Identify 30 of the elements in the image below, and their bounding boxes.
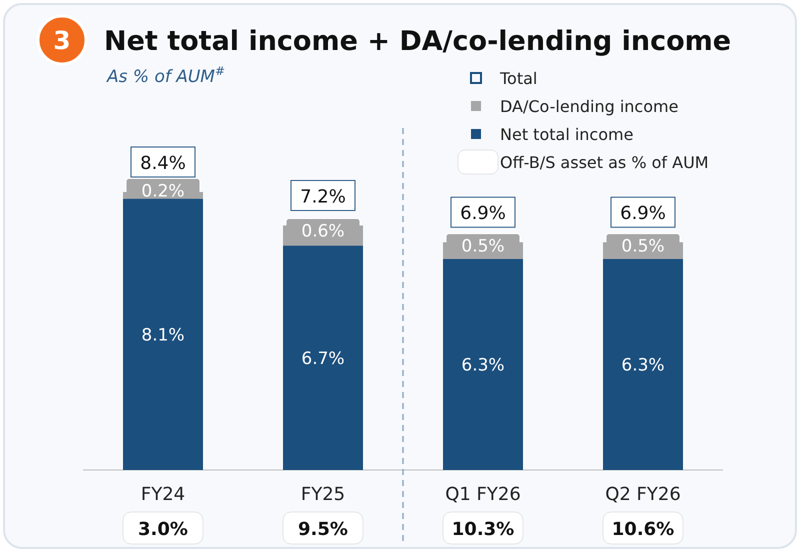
x-tick-label: FY24 [140, 484, 186, 505]
data-label: 0.5% [461, 236, 505, 257]
bar [443, 258, 523, 470]
x-tick-label: Q2 FY26 [605, 484, 681, 505]
chart-title: Net total income + DA/co-lending income [104, 26, 732, 57]
total-label: 6.9% [620, 203, 666, 224]
total-label: 8.4% [140, 153, 186, 174]
text: 9.5% [298, 519, 348, 540]
text: 3 [53, 26, 71, 55]
data-label: 8.1% [141, 325, 185, 346]
total-label: 6.9% [460, 203, 506, 224]
text: Off-B/S asset as % of AUM [500, 153, 709, 172]
x-tick-label: Q1 FY26 [445, 484, 521, 505]
data-label: 0.5% [621, 236, 665, 257]
text: 10.3% [452, 519, 514, 540]
chart-subtitle: As % of AUM$^{#}$ [106, 64, 225, 87]
x-tick-label: FY25 [300, 484, 346, 505]
text: Total [499, 69, 538, 88]
data-label: 6.7% [301, 348, 345, 369]
data-label: 0.6% [301, 222, 345, 242]
total-label: 7.2% [300, 186, 346, 208]
legend-label: Net total income [500, 125, 634, 144]
data-label: 6.3% [461, 355, 505, 376]
text: 3.0% [138, 519, 188, 540]
bar [603, 258, 683, 470]
data-label: 0.2% [141, 181, 185, 202]
legend-label: DA/Co-lending income [500, 97, 678, 116]
text: 10.6% [612, 519, 674, 540]
bar [283, 246, 363, 470]
data-label: 6.3% [621, 355, 665, 376]
